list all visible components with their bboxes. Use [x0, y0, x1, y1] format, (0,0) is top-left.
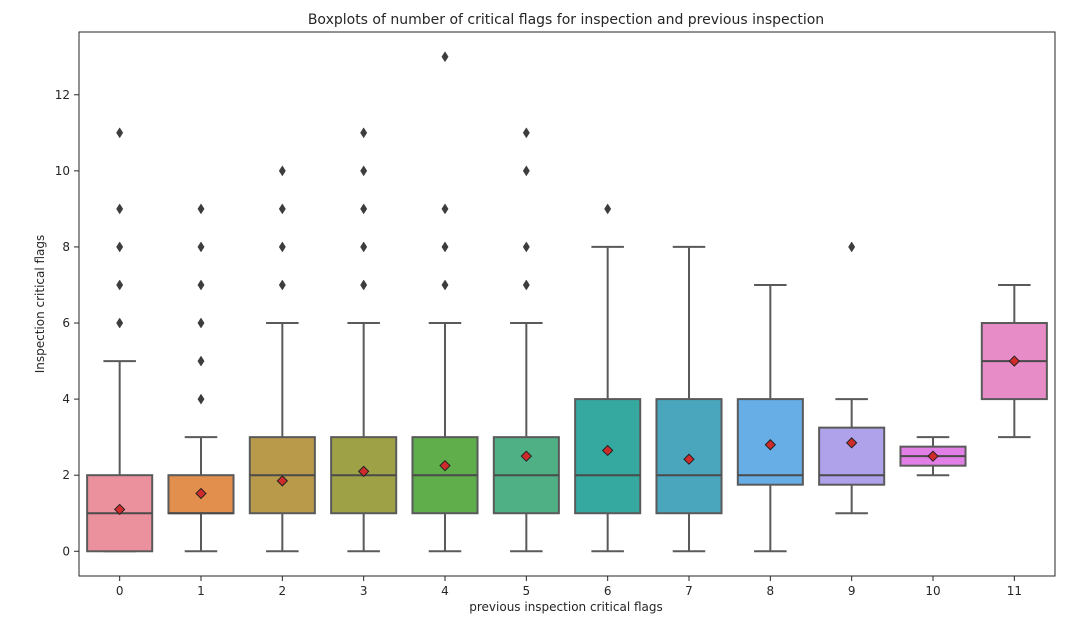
chart-title: Boxplots of number of critical flags for… [308, 12, 824, 28]
x-tick-label: 4 [441, 584, 449, 598]
outlier-point [848, 241, 856, 253]
y-tick-label: 4 [62, 392, 70, 406]
x-tick-label: 9 [848, 584, 856, 598]
mean-marker [195, 487, 207, 500]
outlier-point [197, 317, 205, 329]
mean-marker [276, 475, 289, 487]
outlier-point [441, 51, 449, 63]
outlier-point [360, 127, 368, 139]
mean-marker [601, 444, 614, 457]
y-tick-label: 12 [55, 88, 70, 102]
y-tick-label: 10 [55, 164, 70, 178]
plot-frame [78, 31, 1056, 577]
y-tick-label: 8 [62, 240, 70, 254]
y-tick-label: 0 [62, 544, 70, 558]
outlier-point [441, 279, 449, 291]
outlier-point [522, 279, 530, 291]
outlier-point [360, 165, 368, 177]
x-tick-label: 0 [116, 584, 124, 598]
x-tick-label: 10 [925, 584, 940, 598]
outlier-point [197, 279, 205, 291]
outlier-point [197, 355, 205, 367]
x-tick-label: 3 [360, 584, 368, 598]
outlier-point [441, 203, 449, 215]
outlier-point [116, 317, 124, 329]
outlier-point [197, 393, 205, 405]
outlier-point [360, 203, 368, 215]
outlier-point [197, 241, 205, 253]
outlier-point [116, 127, 124, 139]
x-tick-label: 8 [767, 584, 775, 598]
outlier-point [522, 241, 530, 253]
mean-marker [357, 465, 370, 478]
mean-marker [1008, 355, 1021, 367]
mean-marker [764, 439, 777, 451]
mean-marker [113, 503, 126, 516]
outlier-point [278, 165, 286, 177]
x-tick-label: 7 [685, 584, 693, 598]
outlier-point [278, 241, 286, 253]
x-tick-label: 11 [1007, 584, 1022, 598]
x-axis-label: previous inspection critical flags [469, 600, 663, 614]
outlier-point [522, 165, 530, 177]
outlier-point [360, 279, 368, 291]
x-tick-label: 1 [197, 584, 205, 598]
mean-marker [439, 459, 451, 472]
outlier-point [116, 241, 124, 253]
outlier-point [604, 203, 612, 215]
outlier-point [278, 279, 286, 291]
outlier-point [441, 241, 449, 253]
outlier-point [116, 203, 124, 215]
y-tick-label: 2 [62, 468, 70, 482]
y-axis-label: Inspection critical flags [33, 235, 47, 374]
outlier-point [116, 279, 124, 291]
mean-marker [845, 437, 858, 449]
mean-marker [683, 453, 695, 465]
outlier-point [278, 203, 286, 215]
mean-marker [520, 450, 533, 462]
x-tick-label: 2 [279, 584, 287, 598]
outlier-point [197, 203, 205, 215]
x-tick-label: 6 [604, 584, 612, 598]
x-tick-label: 5 [523, 584, 531, 598]
outlier-point [360, 241, 368, 253]
y-tick-label: 6 [62, 316, 70, 330]
outlier-point [522, 127, 530, 139]
mean-marker [927, 450, 939, 462]
